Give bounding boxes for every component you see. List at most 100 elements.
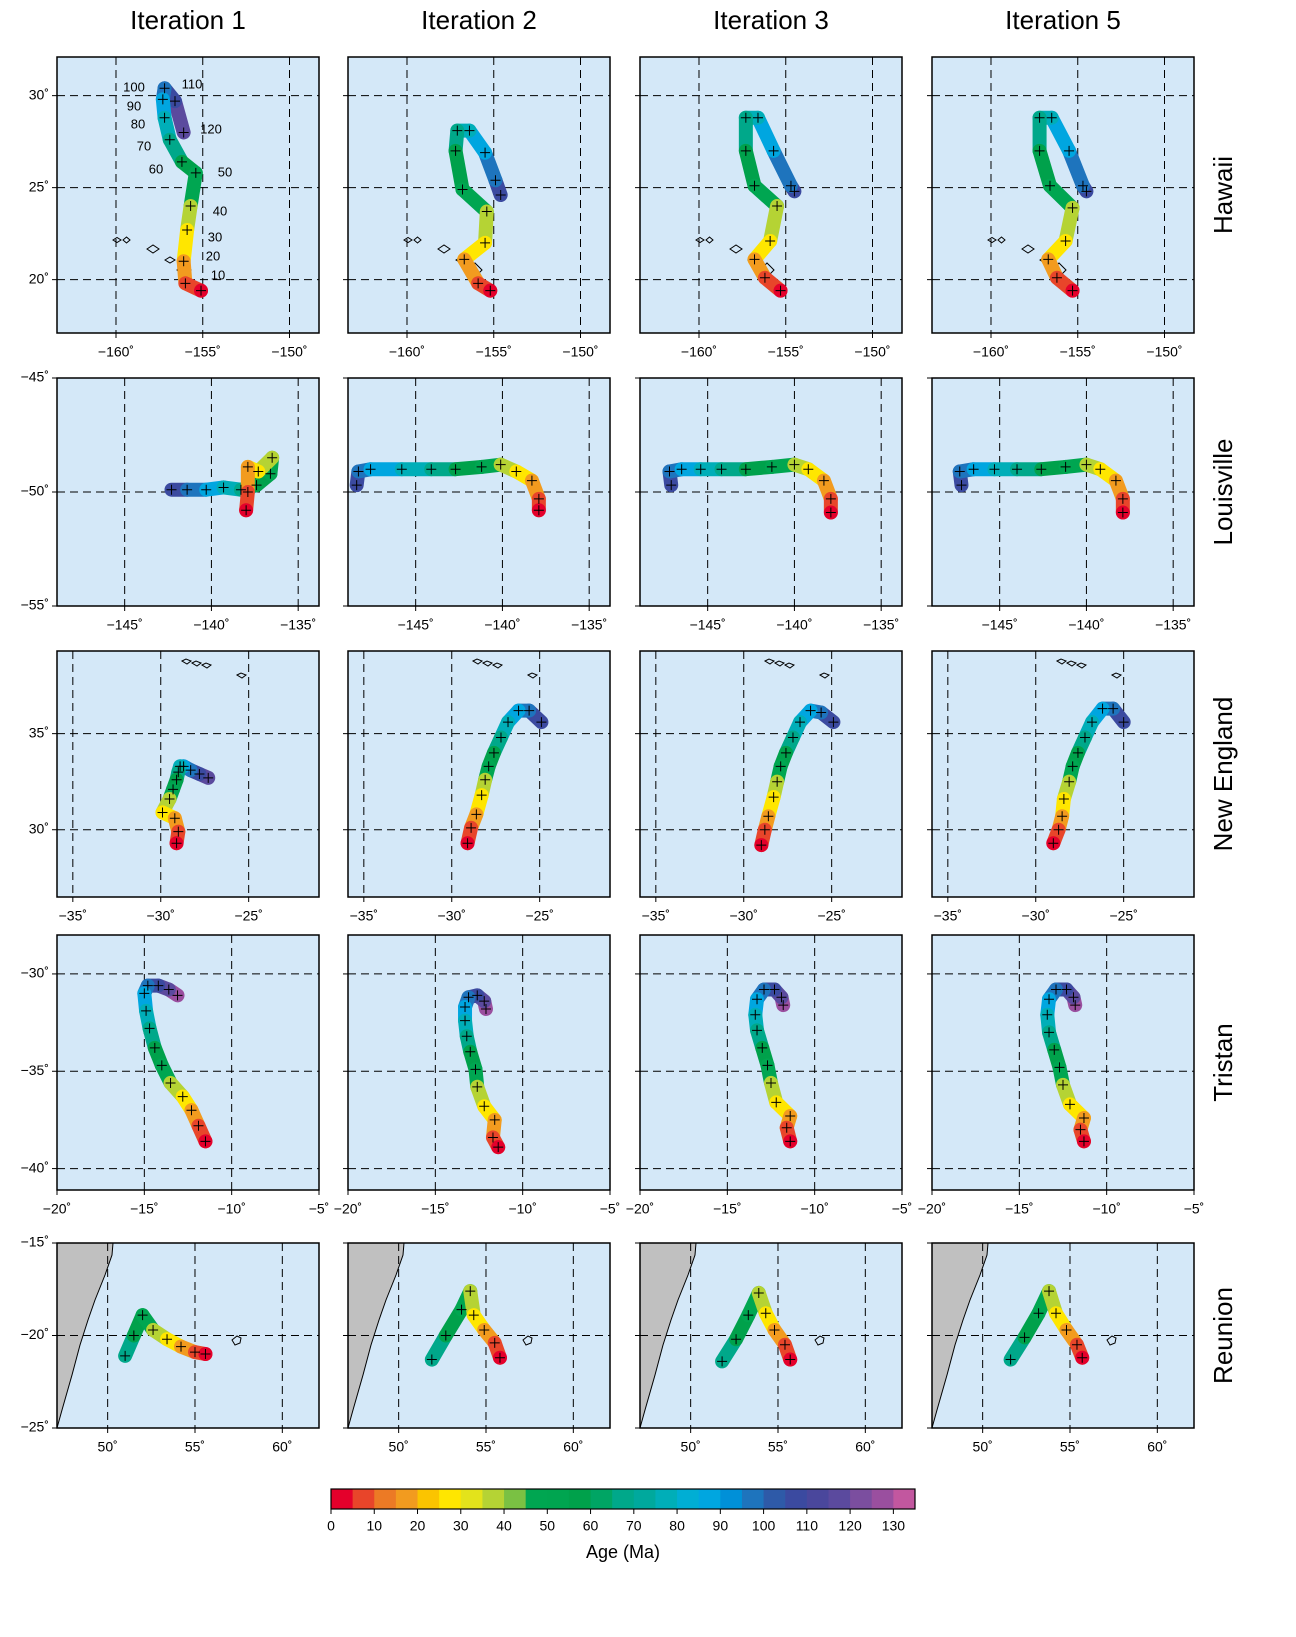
column-title: Iteration 2	[421, 5, 537, 35]
y-tick-label: −30˚	[21, 965, 49, 981]
age-cross	[479, 1101, 490, 1112]
island	[146, 244, 160, 254]
age-cross	[495, 190, 506, 200]
colorbar-bin	[439, 1489, 462, 1509]
age-cross	[676, 464, 687, 475]
x-tick-label: −160˚	[681, 344, 717, 360]
age-cross	[171, 774, 182, 785]
x-tick-label: −35˚	[59, 908, 87, 924]
map-content	[57, 57, 319, 333]
age-annotation: 50	[218, 164, 232, 179]
age-cross	[157, 94, 168, 105]
colorbar-tick-label: 0	[327, 1518, 335, 1534]
age-cross	[241, 505, 252, 516]
island	[997, 236, 1006, 244]
age-cross	[1108, 703, 1119, 714]
age-cross	[139, 988, 150, 999]
map-panel: −160˚ −155˚ −150˚	[343, 56, 611, 360]
age-cross	[456, 1304, 467, 1315]
age-cross	[1117, 507, 1128, 518]
age-cross	[768, 792, 779, 803]
age-cross	[169, 813, 180, 824]
age-cross	[267, 452, 278, 463]
island	[1075, 662, 1088, 669]
island	[481, 660, 494, 667]
age-cross	[165, 1077, 176, 1088]
age-cross	[235, 484, 246, 495]
map-panel: −20˚ −15˚ −10˚ −5˚	[334, 934, 620, 1217]
age-cross	[513, 705, 524, 716]
age-cross	[495, 459, 506, 470]
island	[164, 256, 176, 264]
age-cross	[353, 466, 364, 477]
age-cross	[169, 96, 180, 107]
age-cross	[487, 1132, 498, 1143]
age-cross	[695, 464, 706, 475]
age-cross	[760, 1308, 771, 1319]
colorbar-bin	[633, 1489, 656, 1509]
island	[763, 658, 776, 665]
x-tick-label: −145˚	[107, 617, 143, 633]
colorbar-bin	[850, 1489, 873, 1509]
age-cross	[1036, 464, 1047, 475]
age-cross	[763, 811, 774, 822]
map-content	[348, 935, 610, 1190]
colorbar-bin	[806, 1489, 829, 1509]
colorbar-tick-label: 10	[366, 1518, 382, 1534]
x-tick-label: −145˚	[398, 617, 434, 633]
panel-frame	[56, 56, 320, 334]
map-content	[57, 1243, 319, 1428]
age-cross	[771, 1097, 782, 1108]
map-panel: −145˚ −140˚ −135˚	[343, 377, 611, 633]
x-tick-label: −5˚	[309, 1201, 330, 1217]
y-tick-label: −45˚	[21, 369, 49, 385]
island	[818, 672, 831, 679]
age-cross	[1117, 493, 1128, 504]
age-cross	[193, 1120, 204, 1131]
panel-frame	[931, 377, 1195, 607]
map-panel: −20˚ −15˚ −10˚ −5˚	[626, 934, 912, 1217]
age-cross	[176, 156, 187, 167]
colorbar-bin	[417, 1489, 440, 1509]
map-content	[348, 651, 610, 897]
map-content	[348, 57, 610, 333]
age-cross	[1051, 984, 1062, 995]
colorbar-bin	[698, 1489, 721, 1509]
age-cross	[536, 717, 547, 728]
age-cross	[778, 1000, 789, 1011]
age-cross	[781, 1122, 792, 1133]
age-cross	[1075, 1124, 1086, 1135]
age-cross	[480, 147, 491, 158]
age-cross	[1054, 1062, 1065, 1073]
x-tick-label: −140˚	[193, 617, 229, 633]
colorbar-tick-label: 100	[752, 1518, 776, 1534]
age-cross	[159, 83, 170, 94]
map-panel: 50˚ 55˚ 60˚	[343, 1242, 611, 1455]
age-cross	[200, 1349, 211, 1359]
x-tick-label: −135˚	[1155, 617, 1191, 633]
panel-frame	[56, 377, 320, 607]
age-cross	[803, 464, 814, 475]
ocean	[932, 651, 1194, 897]
map-panel: −145˚ −140˚ −135˚ −55˚ −50˚ −45˚	[21, 369, 320, 633]
age-cross	[526, 475, 537, 486]
age-cross	[465, 1046, 476, 1057]
x-tick-label: −10˚	[217, 1201, 245, 1217]
age-cross	[493, 1142, 504, 1153]
age-cross	[1081, 459, 1092, 470]
age-cross	[740, 464, 751, 475]
island	[491, 662, 504, 669]
colorbar-bin	[677, 1489, 700, 1509]
age-cross	[483, 761, 494, 772]
age-cross	[120, 1350, 131, 1361]
age-cross	[186, 1105, 197, 1116]
map-content	[640, 1243, 902, 1428]
age-cross	[473, 278, 484, 289]
age-cross	[440, 1330, 451, 1341]
age-cross	[495, 732, 506, 743]
age-annotation: 40	[213, 203, 227, 218]
colorbar-bin	[331, 1489, 354, 1509]
age-cross	[666, 480, 677, 491]
age-cross	[426, 1354, 437, 1365]
colorbar-tick-label: 120	[838, 1518, 862, 1534]
